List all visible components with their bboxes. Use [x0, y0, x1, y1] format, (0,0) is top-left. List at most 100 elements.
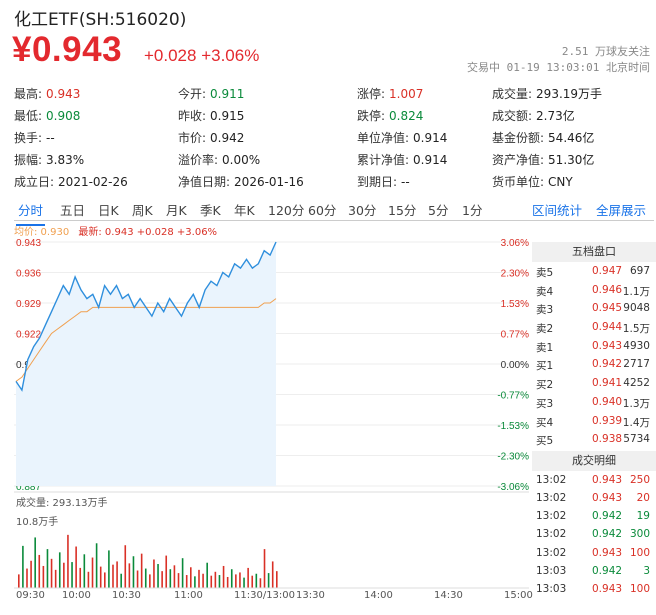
pct-tick-label: 3.06% — [501, 238, 529, 249]
volume-bar — [99, 566, 102, 588]
volume-bar — [251, 575, 254, 588]
intraday-chart[interactable]: 0.943 3.06% 0.936 2.30% 0.929 1.53% 0.922 0.77%… — [14, 234, 534, 594]
volume-bar — [173, 565, 176, 588]
quote-field-value: 2021-02-26 — [58, 175, 128, 189]
volume-bar — [247, 567, 249, 588]
quote-field-label: 货币单位: — [492, 175, 545, 189]
pct-tick-label: 2.30% — [501, 269, 529, 280]
trade-time: 13:02 — [536, 492, 567, 505]
x-tick-label: 14:30 — [434, 590, 463, 601]
order-level: 卖5 — [536, 267, 554, 279]
trade-volume: 3 — [643, 564, 650, 577]
pct-tick-label: 1.53% — [501, 299, 529, 310]
tab-10[interactable]: 15分 — [388, 203, 417, 218]
tab-5[interactable]: 季K — [200, 203, 221, 218]
quote-field-value: 0.908 — [46, 109, 81, 123]
trade-row: 13:02 0.942 19 — [532, 507, 656, 525]
y-tick-label: 0.922 — [16, 330, 41, 341]
volume-bar — [50, 558, 53, 588]
order-price: 0.946 — [592, 283, 623, 296]
quote-field-value: -- — [46, 131, 55, 145]
order-volume: 1.5万 — [622, 323, 650, 336]
tab-2[interactable]: 日K — [98, 203, 119, 218]
volume-bar — [54, 569, 57, 588]
quote-field-label: 跌停: — [357, 109, 386, 123]
tab-12[interactable]: 1分 — [462, 203, 483, 218]
quote-field: 溢价率: 0.00% — [178, 151, 260, 168]
quote-field-label: 成交额: — [492, 109, 533, 123]
trade-price: 0.943 — [592, 492, 623, 505]
volume-bar — [235, 574, 237, 588]
trade-time: 13:02 — [536, 473, 567, 486]
quote-field-label: 成交量: — [492, 87, 533, 101]
order-level: 卖4 — [536, 285, 554, 298]
order-volume: 4930 — [623, 339, 650, 352]
tab-9[interactable]: 30分 — [348, 203, 377, 218]
order-book-row: 卖3 0.945 9048 — [532, 299, 656, 318]
quote-field: 成交量: 293.19万手 — [492, 85, 602, 102]
volume-bar — [169, 569, 172, 588]
price-line — [15, 241, 277, 392]
order-book-row: 买3 0.940 1.3万 — [532, 393, 656, 412]
order-price: 0.943 — [592, 339, 623, 352]
period-tabs: 分时 五日 日K 周K 月K 季K 年K 120分 60分 30分 15分 5分 1分 区间统计 全屏展示 — [14, 196, 654, 226]
volume-label: 成交量: 293.13万手 — [16, 498, 108, 509]
order-level: 卖3 — [536, 304, 554, 317]
quote-field-value: 0.914 — [413, 153, 448, 167]
pct-tick-label: -0.77% — [497, 391, 529, 402]
tab-1[interactable]: 五日 — [60, 203, 86, 218]
tab-0[interactable]: 分时 — [15, 200, 46, 226]
volume-bar — [112, 564, 114, 588]
pct-tick-label: -1.53% — [497, 421, 529, 432]
quote-field: 今开: 0.911 — [178, 85, 244, 102]
quote-field-value: 0.915 — [210, 109, 245, 123]
tab-4[interactable]: 月K — [166, 203, 187, 218]
order-book-row: 买4 0.939 1.4万 — [532, 412, 656, 431]
trade-volume: 100 — [629, 583, 650, 595]
quote-field: 基金份额: 54.46亿 — [492, 129, 594, 146]
x-tick-label: 15:00 — [504, 590, 533, 601]
x-tick-label: 09:30 — [16, 590, 45, 601]
trade-row: 13:02 0.943 20 — [532, 489, 656, 507]
volume-bar — [108, 550, 110, 588]
order-book-row: 卖5 0.947 697 — [532, 262, 656, 281]
tab-8[interactable]: 60分 — [308, 203, 337, 218]
tab-11[interactable]: 5分 — [428, 203, 449, 218]
volume-bar — [128, 563, 131, 588]
trade-price: 0.942 — [592, 510, 623, 523]
volume-bar — [271, 561, 274, 588]
volume-bar — [185, 575, 188, 588]
quote-field-value: 51.30亿 — [548, 153, 595, 167]
trade-volume: 300 — [629, 528, 650, 541]
quote-field-value: 0.943 — [46, 87, 81, 101]
trade-price: 0.942 — [592, 564, 623, 577]
order-volume: 1.4万 — [622, 416, 650, 429]
quote-field-label: 振幅: — [14, 153, 43, 167]
order-price: 0.941 — [592, 377, 623, 390]
range-stats-link[interactable]: 区间统计 — [532, 203, 583, 218]
volume-bar — [255, 573, 258, 588]
quote-field-value: 0.824 — [389, 109, 424, 123]
volume-bar — [144, 568, 147, 588]
order-volume: 1.1万 — [622, 285, 650, 298]
quote-field: 最低: 0.908 — [14, 107, 80, 124]
volume-bar — [202, 573, 204, 588]
volume-bar — [226, 576, 229, 588]
volume-bar — [222, 565, 225, 588]
order-book-row: 卖4 0.946 1.1万 — [532, 281, 656, 300]
tab-6[interactable]: 年K — [234, 203, 255, 218]
tab-7[interactable]: 120分 — [268, 203, 305, 218]
volume-bar — [218, 575, 221, 588]
order-volume: 5734 — [623, 433, 650, 446]
order-book-title: 五档盘口 — [532, 242, 656, 262]
quote-field: 换手: -- — [14, 129, 55, 146]
tab-3[interactable]: 周K — [132, 203, 153, 218]
quote-field-label: 累计净值: — [357, 153, 410, 167]
trade-price: 0.943 — [592, 546, 623, 559]
trade-volume: 250 — [629, 473, 650, 486]
quote-field-label: 最高: — [14, 87, 43, 101]
volume-bar — [67, 534, 69, 588]
trade-time: 13:03 — [536, 564, 567, 577]
order-volume: 2717 — [623, 358, 650, 371]
fullscreen-link[interactable]: 全屏展示 — [596, 203, 647, 218]
